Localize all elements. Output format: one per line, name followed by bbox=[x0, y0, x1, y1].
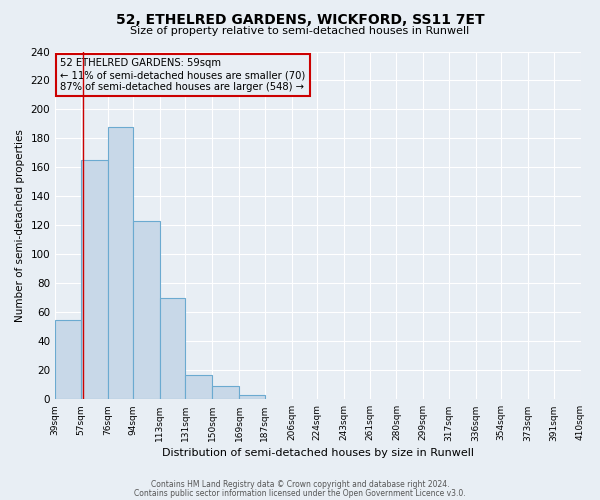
Bar bbox=[185, 374, 212, 400]
X-axis label: Distribution of semi-detached houses by size in Runwell: Distribution of semi-detached houses by … bbox=[162, 448, 474, 458]
Text: Contains public sector information licensed under the Open Government Licence v3: Contains public sector information licen… bbox=[134, 488, 466, 498]
Bar bbox=[80, 160, 107, 400]
Bar bbox=[239, 395, 265, 400]
Bar bbox=[212, 386, 239, 400]
Bar bbox=[160, 298, 185, 400]
Text: Size of property relative to semi-detached houses in Runwell: Size of property relative to semi-detach… bbox=[130, 26, 470, 36]
Bar bbox=[107, 127, 133, 400]
Bar bbox=[55, 320, 80, 400]
Bar bbox=[133, 221, 160, 400]
Text: 52, ETHELRED GARDENS, WICKFORD, SS11 7ET: 52, ETHELRED GARDENS, WICKFORD, SS11 7ET bbox=[116, 12, 484, 26]
Text: 52 ETHELRED GARDENS: 59sqm
← 11% of semi-detached houses are smaller (70)
87% of: 52 ETHELRED GARDENS: 59sqm ← 11% of semi… bbox=[61, 58, 305, 92]
Y-axis label: Number of semi-detached properties: Number of semi-detached properties bbox=[15, 129, 25, 322]
Text: Contains HM Land Registry data © Crown copyright and database right 2024.: Contains HM Land Registry data © Crown c… bbox=[151, 480, 449, 489]
